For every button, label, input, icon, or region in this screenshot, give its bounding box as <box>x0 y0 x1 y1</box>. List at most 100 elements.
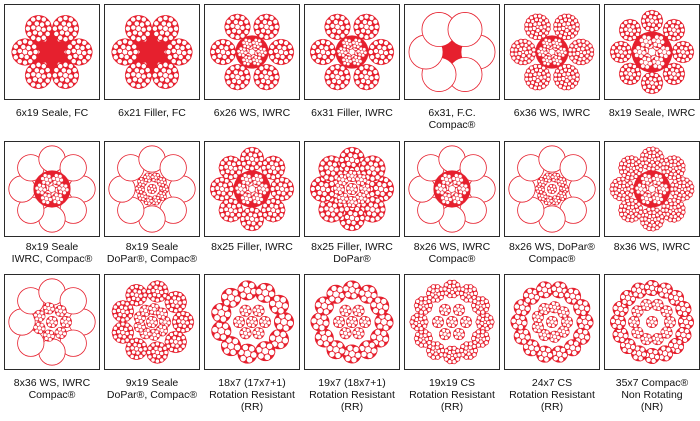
caption-line: 18x7 (17x7+1) <box>218 377 286 389</box>
caption-line: (RR) <box>240 401 264 413</box>
caption-line: 6x21 Filler, FC <box>118 107 186 119</box>
caption-line: 6x26 WS, IWRC <box>213 107 291 119</box>
rope-caption: 8x26 WS, IWRC Compac® <box>398 241 506 265</box>
rope-caption: 35x7 Compac® Non Rotating (NR) <box>598 377 700 413</box>
caption-line: 8x36 WS, IWRC <box>613 241 691 253</box>
8x26-ws-iwrc-compac-icon <box>408 145 496 233</box>
caption-line: 6x36 WS, IWRC <box>513 107 591 119</box>
rope-image-frame <box>504 4 600 100</box>
rope-image-frame <box>304 141 400 237</box>
rope-image-frame <box>304 274 400 370</box>
caption-line: 8x25 Filler, IWRC <box>311 241 393 253</box>
caption-line: DoPar®, Compac® <box>106 389 198 401</box>
8x25-filler-iwrc-icon <box>209 146 295 232</box>
rope-image-frame <box>204 141 300 237</box>
rope-caption: 6x31 Filler, IWRC <box>298 107 406 119</box>
rope-image-frame <box>4 141 100 237</box>
rope-image-frame <box>504 274 600 370</box>
caption-line: 6x19 Seale, FC <box>15 107 89 119</box>
caption-line: 8x26 WS, DoPar® <box>509 241 595 253</box>
rope-image-frame <box>404 4 500 100</box>
caption-line: 9x19 Seale <box>125 377 179 389</box>
rope-image-frame <box>504 141 600 237</box>
8x19-seale-dopar-compac-icon <box>108 145 196 233</box>
35x7-compac-non-rotating-icon <box>609 280 695 364</box>
rope-image-frame <box>404 274 500 370</box>
6x31-filler-iwrc-icon <box>309 13 395 91</box>
caption-line: Compac® <box>528 253 576 265</box>
caption-line: 6x31, F.C. <box>428 107 476 119</box>
rope-caption: 6x19 Seale, FC <box>0 107 106 119</box>
rope-caption: 24x7 CS Rotation Resistant (RR) <box>498 377 606 413</box>
8x36-ws-iwrc-icon <box>609 146 695 232</box>
8x25-filler-iwrc-dopar-icon <box>309 146 395 232</box>
rope-caption: 8x19 Seale, IWRC <box>598 107 700 119</box>
rope-image-frame <box>4 4 100 100</box>
rope-image-frame <box>204 274 300 370</box>
rope-image-frame <box>604 274 700 370</box>
rope-caption: 8x25 Filler, IWRC <box>198 241 306 253</box>
rope-caption: 8x26 WS, DoPar® Compac® <box>498 241 606 265</box>
caption-line: (RR) <box>340 401 364 413</box>
caption-line: DoPar® <box>333 253 371 265</box>
caption-line: 35x7 Compac® <box>615 377 689 389</box>
caption-line: Compac® <box>428 119 476 131</box>
6x36-ws-iwrc-icon <box>509 13 595 91</box>
caption-line: (RR) <box>440 401 464 413</box>
caption-line: 8x19 Seale <box>25 241 79 253</box>
rope-caption: 8x19 Seale DoPar®, Compac® <box>98 241 206 265</box>
rope-caption: 6x31, F.C. Compac® <box>398 107 506 131</box>
19x7-rotation-resistant-icon <box>310 280 394 364</box>
9x19-seale-dopar-compac-icon <box>111 280 195 364</box>
caption-line: 8x25 Filler, IWRC <box>211 241 293 253</box>
6x19-seale-fc-icon <box>11 14 93 90</box>
rope-caption: 8x25 Filler, IWRC DoPar® <box>298 241 406 265</box>
18x7-rotation-resistant-icon <box>211 280 294 364</box>
caption-line: Compac® <box>428 253 476 265</box>
rope-image-frame <box>604 141 700 237</box>
rope-image-frame <box>304 4 400 100</box>
19x19-cs-rotation-resistant-icon <box>409 279 495 365</box>
rope-image-frame <box>104 4 200 100</box>
rope-image-frame <box>104 274 200 370</box>
caption-line: Rotation Resistant <box>309 389 395 401</box>
rope-caption: 8x36 WS, IWRC <box>598 241 700 253</box>
caption-line: Rotation Resistant <box>509 389 595 401</box>
rope-caption: 6x21 Filler, FC <box>98 107 206 119</box>
8x36-ws-iwrc-compac-icon <box>8 278 96 366</box>
rope-caption: 19x19 CS Rotation Resistant (RR) <box>398 377 506 413</box>
6x31-fc-compac-icon <box>408 12 496 92</box>
rope-caption: 9x19 Seale DoPar®, Compac® <box>98 377 206 401</box>
8x19-seale-iwrc-icon <box>609 9 695 95</box>
caption-line: Compac® <box>28 389 76 401</box>
rope-caption: 18x7 (17x7+1) Rotation Resistant (RR) <box>198 377 306 413</box>
rope-image-frame <box>204 4 300 100</box>
rope-image-frame <box>404 141 500 237</box>
caption-line: 6x31 Filler, IWRC <box>311 107 393 119</box>
caption-line: Rotation Resistant <box>209 389 295 401</box>
rope-image-frame <box>4 274 100 370</box>
caption-line: 8x36 WS, IWRC <box>13 377 91 389</box>
caption-line: 19x7 (18x7+1) <box>318 377 386 389</box>
rope-caption: 8x36 WS, IWRC Compac® <box>0 377 106 401</box>
8x19-seale-iwrc-compac-icon <box>8 145 96 233</box>
rope-caption: 19x7 (18x7+1) Rotation Resistant (RR) <box>298 377 406 413</box>
caption-line: (NR) <box>640 401 664 413</box>
caption-line: 19x19 CS <box>428 377 476 389</box>
caption-line: Non Rotating <box>621 389 683 401</box>
rope-image-frame <box>604 4 700 100</box>
24x7-cs-rotation-resistant-icon <box>510 281 594 363</box>
caption-line: IWRC, Compac® <box>11 253 93 265</box>
rope-caption: 6x36 WS, IWRC <box>498 107 606 119</box>
rope-image-frame <box>104 141 200 237</box>
caption-line: Rotation Resistant <box>409 389 495 401</box>
6x21-filler-fc-icon <box>111 14 193 90</box>
rope-caption: 8x19 Seale IWRC, Compac® <box>0 241 106 265</box>
caption-line: 24x7 CS <box>531 377 573 389</box>
caption-line: DoPar®, Compac® <box>106 253 198 265</box>
caption-line: 8x26 WS, IWRC <box>413 241 491 253</box>
6x26-ws-iwrc-icon <box>209 13 295 91</box>
8x26-ws-dopar-compac-icon <box>508 145 596 233</box>
caption-line: 8x19 Seale <box>125 241 179 253</box>
